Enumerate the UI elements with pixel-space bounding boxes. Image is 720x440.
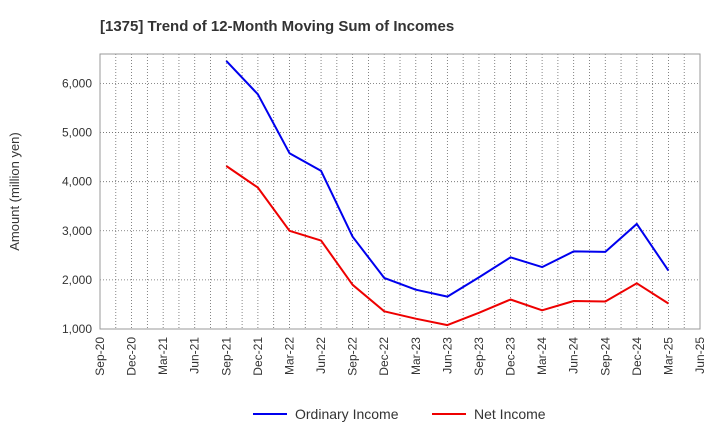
- plot-area: [99, 53, 701, 330]
- x-tick-label: Dec-23: [504, 337, 518, 376]
- y-axis-title: Amount (million yen): [7, 132, 22, 251]
- x-tick-label: Jun-21: [188, 337, 202, 374]
- x-tick-label: Dec-20: [125, 337, 139, 376]
- y-tick-label: 4,000: [62, 175, 92, 189]
- y-tick-label: 5,000: [62, 126, 92, 140]
- x-tick-label: Dec-22: [377, 337, 391, 376]
- series-line-ordinary-income: [225, 60, 670, 298]
- legend-label: Ordinary Income: [295, 406, 399, 422]
- x-tick-label: Mar-25: [661, 337, 675, 375]
- legend-label: Net Income: [474, 406, 546, 422]
- x-tick-label: Jun-25: [693, 337, 707, 374]
- y-axis: 1,000 2,000 3,000 4,000 5,000 6,000: [62, 76, 92, 336]
- legend: Ordinary Income Net Income: [253, 406, 546, 422]
- x-tick-label: Sep-22: [346, 337, 360, 376]
- x-tick-label: Dec-21: [251, 337, 265, 376]
- x-axis: Sep-20 Dec-20 Mar-21 Jun-21 Sep-21 Dec-21 Mar-…: [93, 337, 707, 376]
- x-tick-label: Mar-23: [409, 337, 423, 375]
- y-tick-label: 3,000: [62, 224, 92, 238]
- x-tick-label: Sep-24: [598, 337, 612, 376]
- series-line-net-income: [225, 165, 669, 327]
- chart-title: [1375] Trend of 12-Month Moving Sum of I…: [100, 18, 454, 35]
- x-tick-label: Sep-20: [93, 337, 107, 376]
- x-tick-label: Mar-22: [282, 337, 296, 375]
- y-tick-label: 2,000: [62, 273, 92, 287]
- x-tick-label: Jun-23: [440, 337, 454, 374]
- x-tick-label: Mar-24: [535, 337, 549, 375]
- y-tick-label: 6,000: [62, 76, 92, 90]
- x-tick-label: Sep-23: [472, 337, 486, 376]
- x-tick-label: Mar-21: [156, 337, 170, 375]
- y-tick-label: 1,000: [62, 322, 92, 336]
- grid-lines: [99, 54, 701, 330]
- x-tick-label: Jun-22: [314, 337, 328, 374]
- x-tick-label: Sep-21: [219, 337, 233, 376]
- series-lines: [225, 60, 670, 327]
- x-tick-label: Dec-24: [630, 337, 644, 376]
- x-tick-label: Jun-24: [567, 337, 581, 374]
